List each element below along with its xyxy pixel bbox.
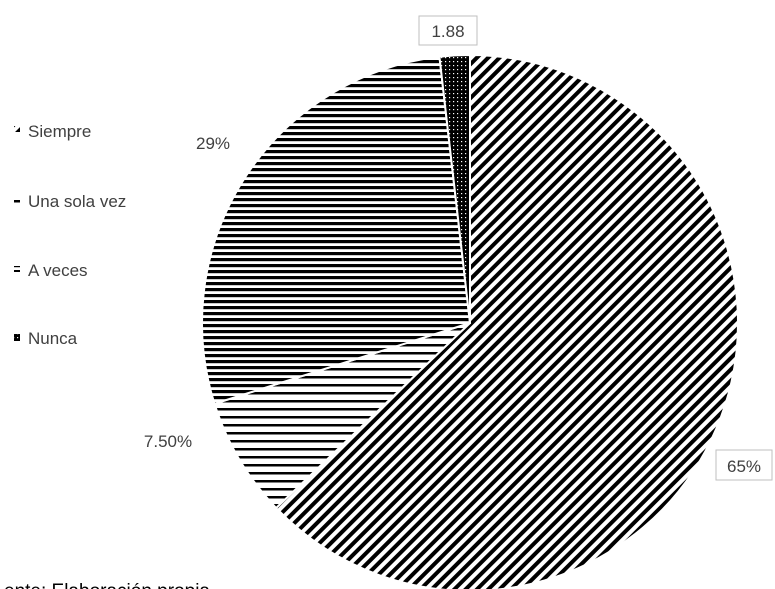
pie-slice-a-veces xyxy=(201,55,472,405)
source-note: ente: Elaboración propia xyxy=(4,581,210,589)
legend-item-a-veces: A veces xyxy=(14,261,88,280)
legend-swatch-nunca xyxy=(14,334,20,341)
legend-label-a-veces: A veces xyxy=(28,261,88,280)
pie-slices xyxy=(201,53,740,589)
data-label-a-veces: 29% xyxy=(196,134,230,153)
data-label-box-siempre xyxy=(715,449,773,481)
legend-label-siempre: Siempre xyxy=(28,122,91,141)
legend-swatch-a-veces xyxy=(14,266,20,272)
legend-swatch-una-sola-vez xyxy=(14,198,20,204)
pie-slice-una-sola-vez xyxy=(213,322,471,510)
legend: Siempre Una sola vez A veces Nunca xyxy=(14,122,126,348)
data-label-nunca: 1.88 xyxy=(431,22,464,41)
data-label-siempre: 65% xyxy=(727,457,761,476)
pie-slice-siempre xyxy=(274,53,740,589)
legend-label-nunca: Nunca xyxy=(28,329,78,348)
legend-swatch-siempre xyxy=(14,126,20,132)
data-label-box-nunca xyxy=(418,15,478,46)
legend-item-siempre: Siempre xyxy=(14,122,91,141)
legend-label-una-sola-vez: Una sola vez xyxy=(28,192,126,211)
data-labels: 1.88 29% 7.50% 65% xyxy=(144,15,773,481)
legend-item-nunca: Nunca xyxy=(14,329,78,348)
data-label-una-sola-vez: 7.50% xyxy=(144,432,192,451)
pie-slice-nunca xyxy=(438,53,471,324)
legend-item-una-sola-vez: Una sola vez xyxy=(14,192,126,211)
